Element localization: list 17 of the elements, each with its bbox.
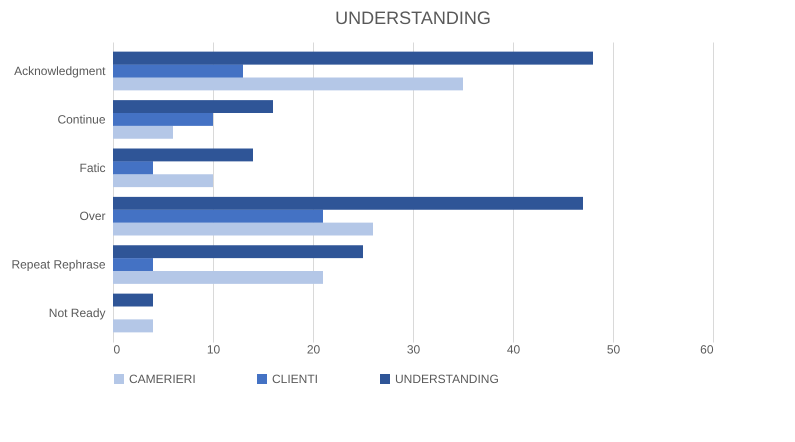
x-tick-label: 0 (114, 342, 120, 356)
legend-label: UNDERSTANDING (395, 372, 499, 386)
y-tick-label: Not Ready (48, 306, 106, 320)
y-tick-label: Continue (57, 112, 106, 126)
y-tick-label: Over (79, 209, 106, 224)
y-tick-label: Acknowledgment (14, 64, 106, 78)
x-tick-label: 10 (206, 342, 220, 356)
x-tick-label: 20 (306, 342, 320, 356)
chart-title: UNDERSTANDING (335, 8, 491, 28)
x-tick-label: 60 (700, 342, 714, 356)
legend-label: CLIENTI (272, 372, 318, 386)
x-tick-label: 30 (406, 342, 420, 356)
legend-label: CAMERIERI (129, 372, 196, 386)
y-tick-label: Fatic (79, 160, 106, 175)
x-tick-label: 50 (606, 342, 620, 356)
x-tick-label: 40 (506, 342, 520, 356)
y-tick-label: Repeat Rephrase (11, 258, 106, 272)
